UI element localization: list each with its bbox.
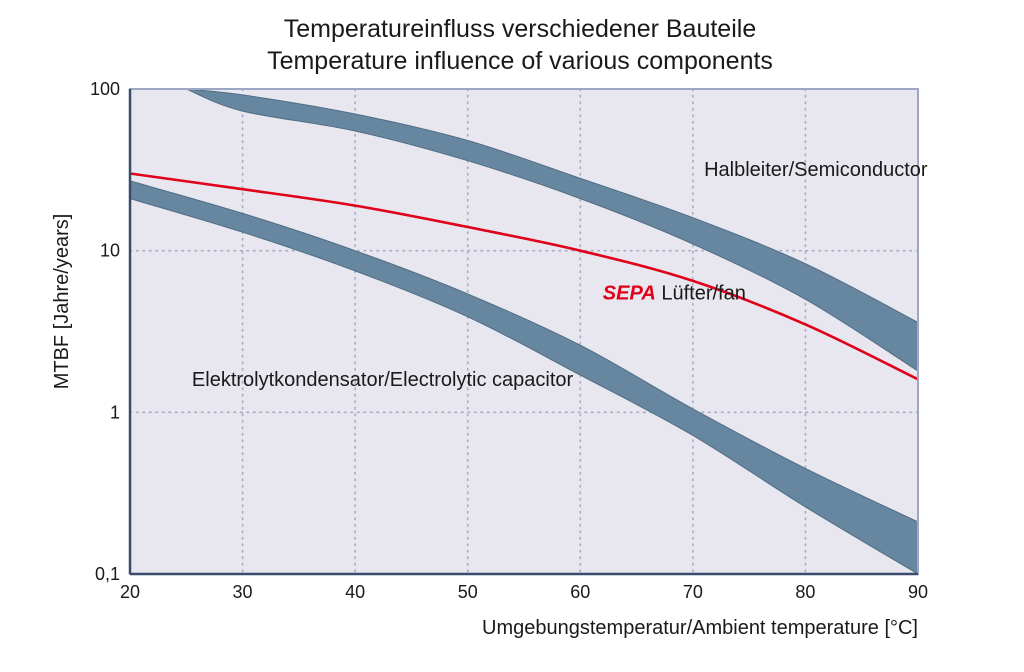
y-axis-label: MTBF [Jahre/years] [51, 214, 73, 390]
x-tick-label: 40 [345, 582, 365, 602]
y-tick-label: 100 [90, 79, 120, 99]
annotations: Halbleiter/Semiconductor SEPA Lüfter/fan E… [192, 159, 928, 391]
x-tick-label: 80 [795, 582, 815, 602]
x-tick-label: 50 [458, 582, 478, 602]
x-tick-label: 60 [570, 582, 590, 602]
annotation-cap: Elektrolytkondensator/Electrolytic capac… [192, 369, 574, 391]
x-axis-label: Umgebungstemperatur/Ambient temperature … [482, 617, 918, 639]
annotation-semi: Halbleiter/Semiconductor [704, 159, 928, 181]
y-axis-ticks: 0,1 1 10 100 [90, 79, 120, 584]
y-tick-label: 1 [110, 402, 120, 422]
brand-label: SEPA [603, 282, 656, 304]
x-tick-label: 20 [120, 582, 140, 602]
x-axis-ticks: 20 30 40 50 60 70 80 90 [120, 582, 928, 602]
x-tick-label: 90 [908, 582, 928, 602]
x-tick-label: 70 [683, 582, 703, 602]
chart-title: Temperatureinfluss verschiedener Bauteil… [283, 15, 757, 43]
series-lines [130, 172, 918, 381]
chart-subtitle: Temperature influence of various compone… [267, 47, 773, 75]
annotation-fan: SEPA Lüfter/fan [603, 282, 746, 304]
x-tick-label: 30 [233, 582, 253, 602]
band-series-0 [186, 89, 918, 372]
y-tick-label: 10 [100, 241, 120, 261]
fan-line [130, 172, 918, 381]
annotation-text: Lüfter/fan [656, 282, 746, 304]
y-tick-label: 0,1 [95, 564, 120, 584]
